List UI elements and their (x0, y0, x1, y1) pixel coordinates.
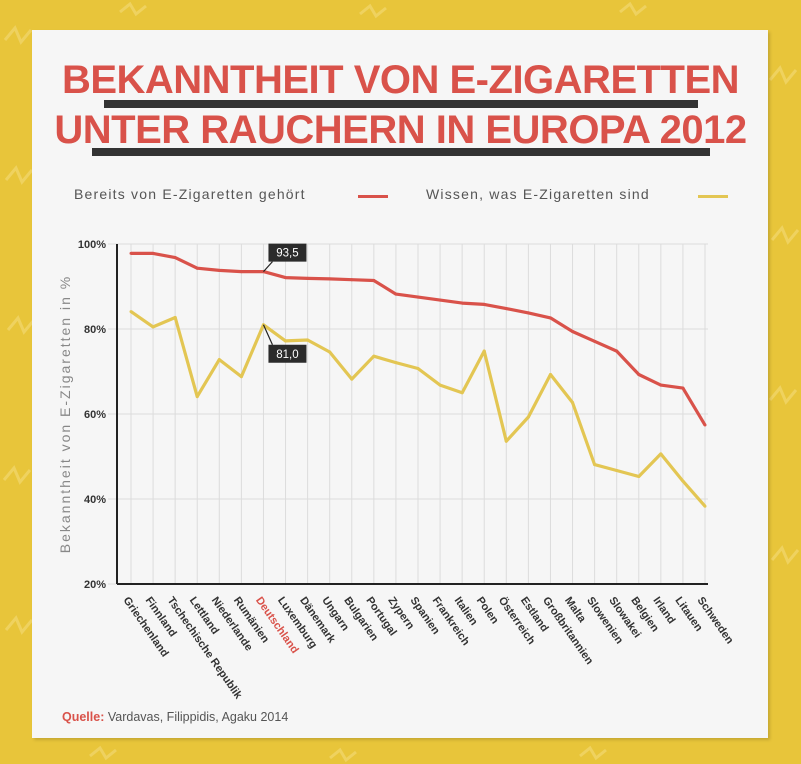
data-point-series2 (416, 367, 420, 371)
legend-swatch-series1 (358, 195, 388, 198)
annotation-pointer (262, 324, 274, 345)
data-point-series2 (548, 372, 552, 376)
data-point-series1 (350, 278, 354, 282)
data-point-series2 (284, 339, 288, 343)
data-point-series2 (239, 375, 243, 379)
data-point-series2 (394, 361, 398, 365)
data-point-series2 (306, 338, 310, 342)
data-point-series2 (615, 469, 619, 473)
data-point-series2 (438, 383, 442, 387)
title-underline-2 (92, 148, 710, 156)
data-point-series2 (681, 479, 685, 483)
data-point-series1 (482, 302, 486, 306)
data-point-series1 (372, 279, 376, 283)
data-point-series2 (482, 349, 486, 353)
data-point-series2 (350, 377, 354, 381)
annotation-label: 81,0 (276, 349, 298, 361)
annotation-box (268, 344, 307, 363)
title-line-2: UNTER RAUCHERN IN EUROPA 2012 (54, 108, 747, 152)
data-point-series2 (571, 401, 575, 405)
data-point-series1 (416, 295, 420, 299)
annotation-label: 93,5 (276, 248, 298, 260)
data-point-series2 (195, 395, 199, 399)
data-point-series1 (195, 266, 199, 270)
data-point-series2 (372, 354, 376, 358)
data-point-series1 (239, 270, 243, 274)
data-point-series2 (460, 391, 464, 395)
y-tick-label: 80% (84, 324, 106, 336)
data-point-series1 (151, 251, 155, 255)
data-point-series1 (548, 316, 552, 320)
data-point-series1 (217, 268, 221, 272)
y-axis-label: Bekanntheit von E-Zigaretten in % (57, 275, 73, 553)
legend-label-series1: Bereits von E-Zigaretten gehört (74, 186, 306, 202)
y-tick-label: 20% (84, 579, 106, 591)
data-point-series2 (217, 358, 221, 362)
data-point-series2 (659, 452, 663, 456)
source-note: Quelle: Vardavas, Filippidis, Agaku 2014 (62, 710, 288, 724)
title-line-1: BEKANNTHEIT VON E-ZIGARETTEN (61, 58, 740, 102)
data-point-series1 (328, 277, 332, 281)
y-tick-label: 40% (84, 494, 106, 506)
y-tick-label: 60% (84, 409, 106, 421)
data-point-series1 (703, 423, 707, 427)
data-point-series2 (328, 350, 332, 354)
data-point-series1 (438, 298, 442, 302)
data-point-series2 (637, 474, 641, 478)
data-point-series2 (703, 504, 707, 508)
data-point-series1 (173, 256, 177, 260)
data-point-series1 (681, 386, 685, 390)
data-point-series1 (659, 383, 663, 387)
data-point-series1 (129, 251, 133, 255)
data-point-series1 (615, 349, 619, 353)
data-point-series1 (394, 292, 398, 296)
data-point-series2 (173, 316, 177, 320)
data-point-series1 (460, 301, 464, 305)
title-underline-1 (104, 100, 698, 108)
data-point-series1 (504, 307, 508, 311)
data-point-series2 (151, 325, 155, 329)
data-point-series1 (637, 372, 641, 376)
legend-label-series2: Wissen, was E-Zigaretten sind (426, 186, 650, 202)
legend-swatch-series2 (698, 195, 728, 198)
data-point-series1 (284, 276, 288, 280)
y-tick-label: 100% (78, 239, 106, 251)
source-label: Quelle: (62, 710, 105, 724)
data-point-series1 (571, 330, 575, 334)
data-point-series2 (526, 415, 530, 419)
data-point-series1 (306, 276, 310, 280)
data-point-series2 (593, 463, 597, 467)
source-text: Vardavas, Filippidis, Agaku 2014 (107, 710, 289, 724)
data-point-series1 (593, 339, 597, 343)
data-point-series2 (504, 439, 508, 443)
data-point-series2 (129, 310, 133, 314)
data-point-series1 (526, 311, 530, 315)
annotation-box (268, 243, 307, 262)
annotation-pointer (263, 261, 273, 273)
